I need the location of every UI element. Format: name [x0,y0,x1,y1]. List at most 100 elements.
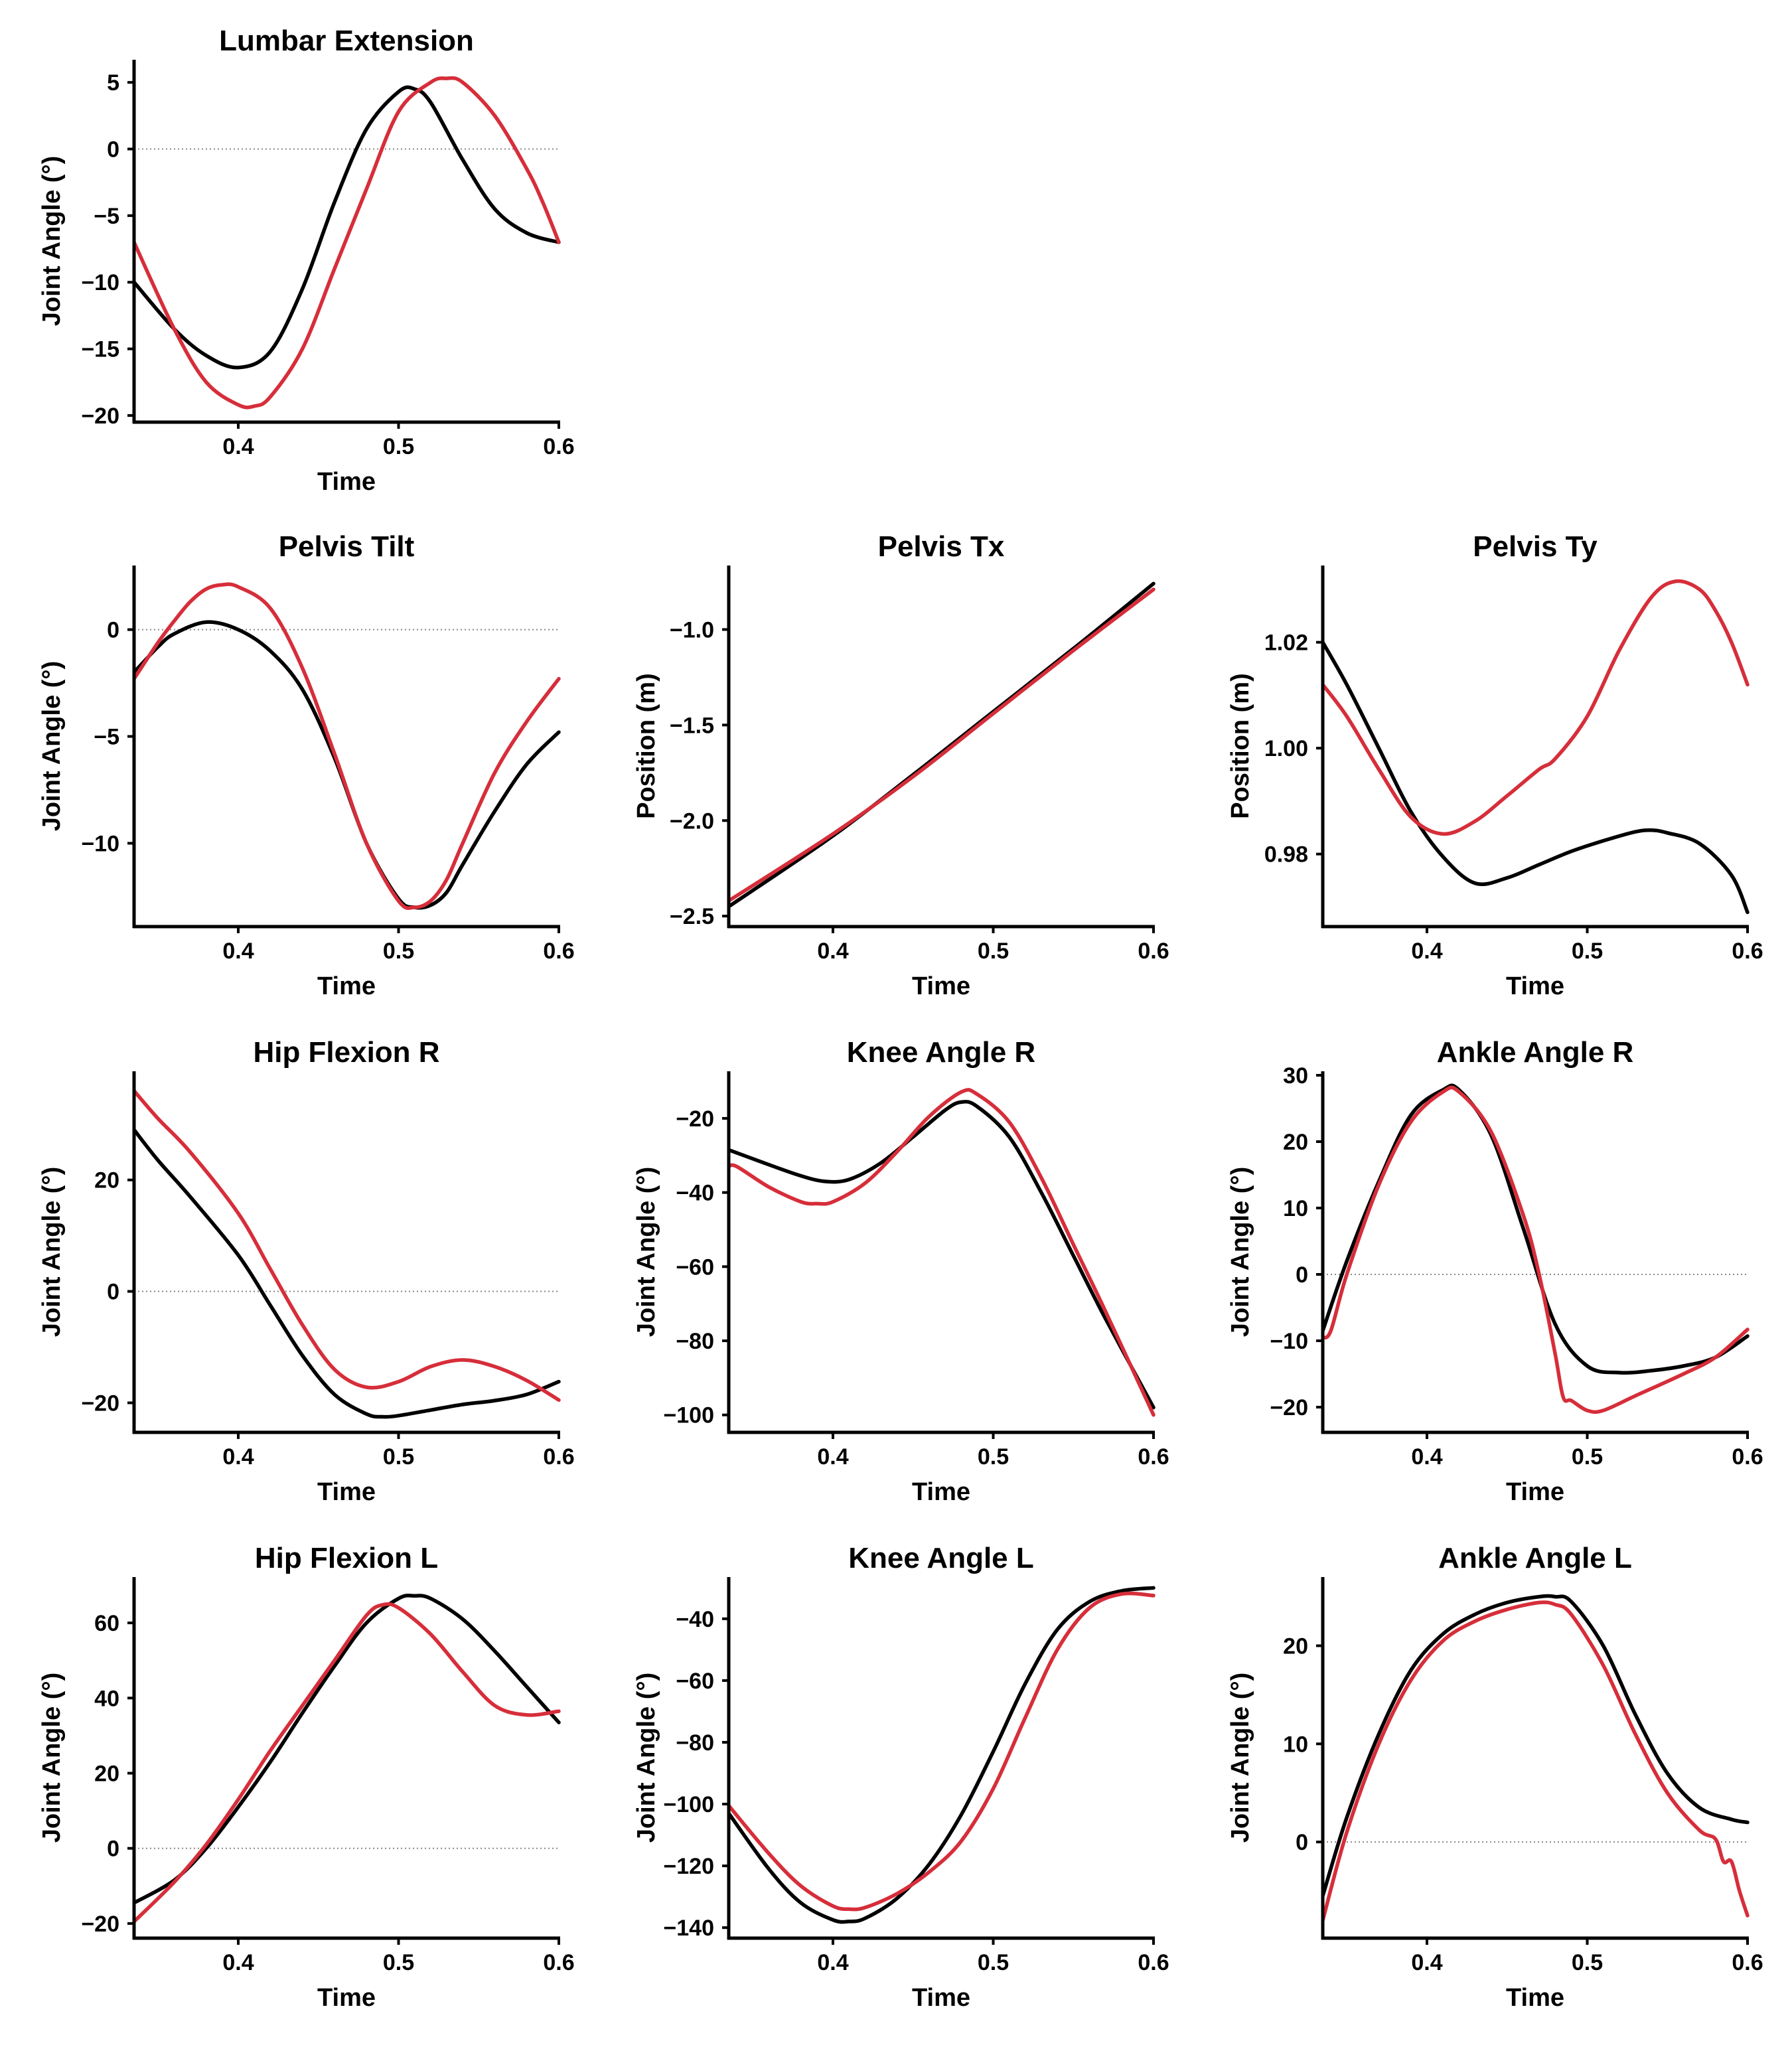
chart-panel-2: 0.4 0.5 0.6 −1.0 −1.5 −2.0 −2.5 Pelvis Tx Time Po… [633,530,1169,1000]
y-tick-label: 0 [107,1837,119,1862]
x-tick-label: 0.6 [543,1950,574,1975]
chart-title: Pelvis Tilt [279,530,415,563]
y-axis-label: Position (m) [633,673,660,819]
x-axis-label: Time [317,468,376,496]
y-axis-label: Joint Angle (°) [38,1673,66,1843]
chart-title: Pelvis Ty [1473,530,1598,563]
x-axis-label: Time [1506,972,1564,1000]
x-tick-label: 0.5 [383,939,414,964]
chart-title: Pelvis Tx [878,530,1005,563]
series-line-0 [134,85,561,370]
y-tick-label: 0 [1296,1262,1308,1288]
y-tick-label: 20 [94,1168,119,1193]
y-tick-label: −10 [81,270,119,295]
y-tick-label: −15 [81,337,119,362]
x-tick-label: 0.6 [1138,1950,1169,1975]
y-tick-label: 20 [1283,1130,1308,1155]
x-tick-label: 0.4 [222,939,254,964]
x-axis-label: Time [912,1984,970,2012]
y-axis-label: Position (m) [1227,673,1254,819]
chart-title: Hip Flexion R [253,1036,439,1069]
y-tick-label: 0.98 [1264,842,1308,868]
chart-title: Knee Angle R [847,1036,1035,1069]
x-tick-label: 0.6 [543,1444,574,1470]
y-tick-label: −20 [1270,1395,1308,1420]
chart-panel-1: 0.4 0.5 0.6 0 −5 −10 Pelvis Tilt Time Joint Angl… [38,530,575,1000]
x-tick-label: 0.5 [978,1444,1009,1470]
series-line-1 [1323,579,1750,836]
series-line-1 [134,76,561,410]
y-tick-label: −5 [94,725,119,750]
x-axis-label: Time [317,972,376,1000]
series-line-0 [1323,1594,1750,1898]
series-line-0 [134,1128,561,1419]
y-axis-label: Joint Angle (°) [38,156,66,327]
chart-title: Ankle Angle R [1437,1036,1634,1069]
series-line-1 [729,1591,1156,1912]
x-tick-label: 0.4 [222,1950,254,1975]
x-tick-label: 0.5 [1572,939,1603,964]
series-line-1 [1323,1085,1750,1414]
chart-panel-4: 0.4 0.5 0.6 20 0 −20 Hip Flexion R Time Joint An… [38,1036,575,1506]
series-line-0 [134,620,561,910]
y-tick-label: −2.0 [670,808,714,834]
chart-panel-0: 0.4 0.5 0.6 5 0 −5 −10 −15 −20 Lumbar Extension Ti… [38,25,575,496]
x-tick-label: 0.5 [978,1950,1009,1975]
x-tick-label: 0.4 [1411,939,1442,964]
x-tick-label: 0.4 [1411,1444,1442,1470]
y-tick-label: 0 [1296,1830,1308,1855]
chart-panel-5: 0.4 0.5 0.6 −20 −40 −60 −80 −100 Knee Angle R Tim… [633,1036,1169,1506]
x-tick-label: 0.5 [978,939,1009,964]
y-tick-label: −20 [81,1912,119,1937]
x-tick-label: 0.4 [1411,1950,1442,1975]
y-tick-label: −80 [676,1329,714,1354]
series-line-0 [729,1100,1156,1410]
y-tick-label: −20 [676,1106,714,1132]
series-line-0 [134,1594,561,1905]
chart-title: Knee Angle L [848,1542,1034,1574]
y-tick-label: −1.0 [670,617,714,643]
series-line-1 [134,1089,561,1402]
y-tick-label: 20 [1283,1633,1308,1659]
y-tick-label: 0 [107,137,119,162]
y-tick-label: −140 [663,1916,714,1941]
x-tick-label: 0.6 [543,939,574,964]
y-tick-label: −20 [81,404,119,429]
y-tick-label: 0 [107,618,119,643]
x-tick-label: 0.4 [222,1444,254,1470]
chart-panel-9: 0.4 0.5 0.6 20 10 0 Ankle Angle L Time Joint Ang… [1227,1542,1763,2012]
y-tick-label: −100 [663,1792,714,1817]
y-tick-label: 60 [94,1611,119,1636]
x-tick-label: 0.6 [1732,939,1763,964]
chart-panel-6: 0.4 0.5 0.6 30 20 10 0 −10 −20 Ankle Angle R Time J… [1227,1036,1763,1506]
x-axis-label: Time [1506,1478,1564,1506]
y-tick-label: 1.00 [1264,736,1308,761]
y-axis-label: Joint Angle (°) [633,1673,660,1843]
chart-panel-8: 0.4 0.5 0.6 −40 −60 −80 −100 −120 −140 Knee Angle… [633,1542,1169,2012]
y-tick-label: −60 [676,1669,714,1694]
x-tick-label: 0.6 [1732,1950,1763,1975]
x-tick-label: 0.4 [817,1950,848,1975]
y-tick-label: −5 [94,204,119,229]
x-tick-label: 0.5 [1572,1444,1603,1470]
y-tick-label: 10 [1283,1732,1308,1757]
x-tick-label: 0.6 [1732,1444,1763,1470]
x-tick-label: 0.6 [1138,939,1169,964]
x-tick-label: 0.6 [1138,1444,1169,1470]
y-tick-label: 30 [1283,1063,1308,1089]
x-tick-label: 0.5 [1572,1950,1603,1975]
y-tick-label: 1.02 [1264,631,1308,656]
chart-title: Ankle Angle L [1438,1542,1632,1574]
series-line-1 [134,582,561,910]
x-axis-label: Time [317,1984,376,2012]
x-tick-label: 0.4 [817,1444,848,1470]
x-axis-label: Time [1506,1984,1564,2012]
y-axis-label: Joint Angle (°) [1227,1167,1254,1337]
y-tick-label: −120 [663,1854,714,1879]
chart-panel-3: 0.4 0.5 0.6 1.02 1.00 0.98 Pelvis Ty Time Positi… [1227,530,1763,1000]
x-axis-label: Time [912,1478,970,1506]
y-tick-label: −10 [1270,1329,1308,1354]
y-tick-label: −1.5 [670,713,714,738]
y-tick-label: −40 [676,1181,714,1206]
